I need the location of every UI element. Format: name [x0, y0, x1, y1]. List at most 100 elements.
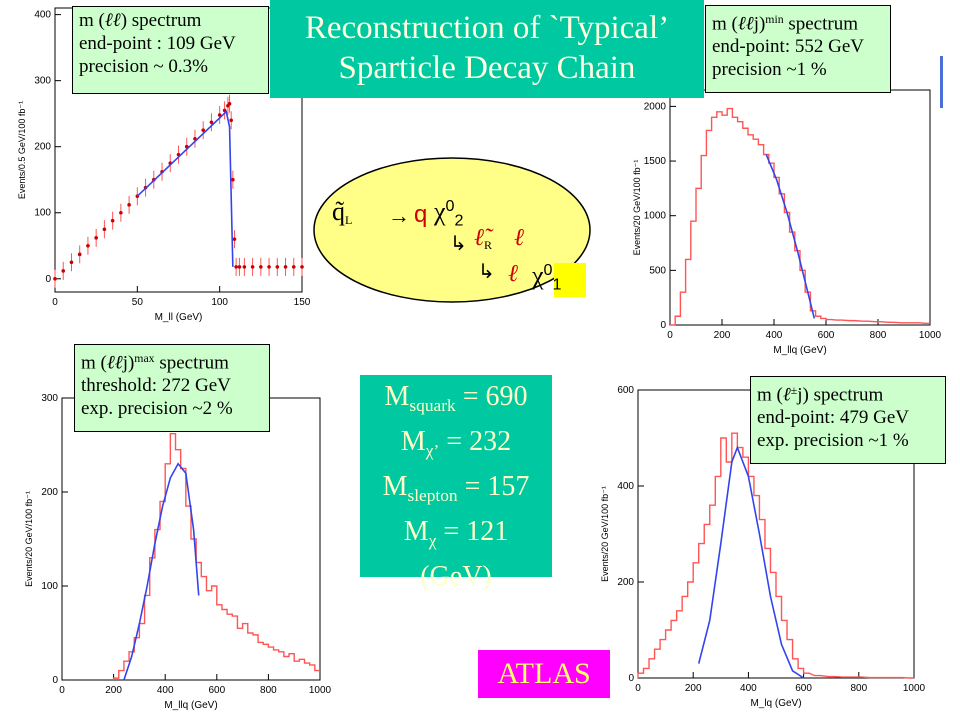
info-llj-max-line2: threshold: 272 GeV [81, 375, 231, 397]
data-point [209, 120, 214, 125]
x-tick-label: 400 [157, 685, 174, 696]
chart-mll: 0 50 100 150 0 100 200 300 400 M_ll (GeV) Events/0… [17, 7, 311, 323]
mass-chi1: Mχ = 121 [403, 516, 509, 551]
x-tick-label: 600 [795, 683, 812, 694]
squark-symbol: q̃L [332, 197, 353, 228]
data-point [61, 269, 66, 273]
x-tick-label: 0 [59, 685, 65, 696]
chi1-highlight [554, 263, 586, 297]
x-tick-label: 600 [818, 330, 835, 341]
info-ll-line2: end-point : 109 GeV [79, 33, 236, 54]
decay-chain-diagram: q̃L → q χ02 ↳ ℓ̃R ℓ ↳ ℓ χ01 [310, 155, 594, 305]
mass-summary: Msquark = 690 Mχ’ = 232 Mslepton = 157 M… [360, 375, 552, 592]
x-axis-label: M_llq (GeV) [773, 345, 826, 356]
y-tick-label: 0 [660, 320, 666, 331]
info-ll-line3: precision ~ 0.3% [79, 56, 209, 77]
x-tick-label: 0 [635, 683, 641, 694]
decay-ellipse [313, 157, 591, 303]
y-tick-label: 400 [617, 481, 634, 492]
data-point [232, 237, 237, 241]
plot-frame [669, 89, 931, 326]
chi1-symbol: χ01 [532, 261, 562, 294]
data-point [250, 265, 255, 269]
data-point [201, 128, 205, 132]
y-axis-label: Events/0.5 GeV/100 fb⁻¹ [17, 101, 27, 199]
title-line-2: Sparticle Decay Chain [338, 50, 636, 86]
x-tick-label: 100 [211, 297, 228, 308]
y-tick-label: 300 [34, 76, 51, 87]
mass-squark: Msquark = 690 [384, 381, 528, 416]
data-point [69, 260, 74, 265]
data-point [234, 265, 238, 269]
chart-mllj-max: 0 200 400 600 800 1000 0 100 200 300 M_llq (GeV) Ev… [24, 393, 332, 711]
x-tick-label: 1000 [903, 683, 926, 694]
x-tick-label: 800 [260, 685, 277, 696]
x-tick-label: 400 [766, 330, 783, 341]
quark-symbol: q [414, 201, 428, 228]
x-tick-label: 600 [208, 685, 225, 696]
y-tick-label: 0 [52, 675, 58, 686]
y-tick-label: 100 [34, 208, 51, 219]
data-point [94, 236, 98, 240]
data-point [77, 252, 82, 257]
lepton-1-symbol: ℓ [514, 225, 524, 251]
info-box-lj: m (ℓ±j) spectrum end-point: 479 GeV exp.… [750, 376, 946, 464]
histogram-series [112, 433, 320, 680]
data-point [110, 218, 115, 223]
info-lj-line2: end-point: 479 GeV [757, 407, 909, 429]
data-point [291, 265, 296, 269]
y-tick-label: 200 [34, 142, 51, 153]
info-lj-line3: exp. precision ~1 % [757, 430, 909, 452]
slepton-symbol: ℓ̃R [474, 225, 493, 253]
data-point [275, 265, 280, 269]
y-axis-label: Events/20 GeV/100 fb⁻¹ [24, 491, 34, 587]
x-axis-label: M_lq (GeV) [750, 698, 801, 709]
decay-arrow-1: → [388, 203, 410, 228]
info-box-llj-min: m (ℓℓj)min spectrum end-point: 552 GeV p… [705, 5, 891, 93]
data-point [53, 276, 57, 281]
data-point [283, 265, 288, 269]
decay-hook-1: ↳ [450, 233, 467, 255]
info-box-llj-max: m (ℓℓj)max spectrum threshold: 272 GeV e… [74, 344, 270, 432]
chart-mllj-min: 0 200 400 600 800 1000 0 500 1000 1500 2000 M_llq (… [632, 89, 942, 356]
info-box-ll: m (ℓℓ) spectrum end-point : 109 GeV prec… [72, 6, 269, 94]
info-llj-min-line2: end-point: 552 GeV [712, 36, 864, 58]
x-axis-label: M_llq (GeV) [164, 700, 217, 711]
mass-unit: (GeV) [420, 561, 492, 593]
x-tick-label: 0 [667, 330, 673, 341]
mass-chi2: Mχ’ = 232 [400, 426, 512, 461]
title-line-1: Reconstruction of `Typical’ [304, 10, 670, 46]
decay-hook-2: ↳ [478, 261, 495, 283]
data-point [300, 265, 304, 269]
x-tick-label: 150 [294, 297, 311, 308]
data-point [227, 101, 232, 106]
y-tick-label: 400 [34, 10, 51, 21]
blue-edge-bar [940, 56, 943, 108]
fit-curve [123, 462, 200, 681]
y-tick-label: 0 [45, 274, 51, 285]
x-tick-label: 800 [850, 683, 867, 694]
y-tick-label: 500 [649, 265, 666, 276]
data-point [127, 203, 131, 207]
fit-curve [697, 445, 805, 679]
data-point [222, 108, 227, 113]
data-point [119, 210, 123, 215]
x-tick-label: 1000 [919, 330, 942, 341]
atlas-label: ATLAS [478, 650, 610, 698]
data-point [102, 227, 107, 232]
x-tick-label: 0 [52, 297, 58, 308]
fit-curve [136, 110, 234, 267]
histogram-series [637, 432, 914, 679]
y-tick-label: 200 [41, 487, 58, 498]
info-llj-min-line3: precision ~1 % [712, 59, 827, 81]
y-tick-label: 300 [41, 393, 58, 404]
data-point [217, 113, 222, 117]
y-tick-label: 0 [628, 673, 634, 684]
y-axis-label: Events/20 GeV/100 fb⁻¹ [600, 486, 610, 582]
y-tick-label: 200 [617, 577, 634, 588]
y-tick-label: 100 [41, 581, 58, 592]
y-tick-label: 2000 [644, 101, 667, 112]
chi2-symbol: χ02 [434, 197, 464, 230]
data-point [242, 265, 247, 269]
histogram-series [670, 107, 930, 326]
